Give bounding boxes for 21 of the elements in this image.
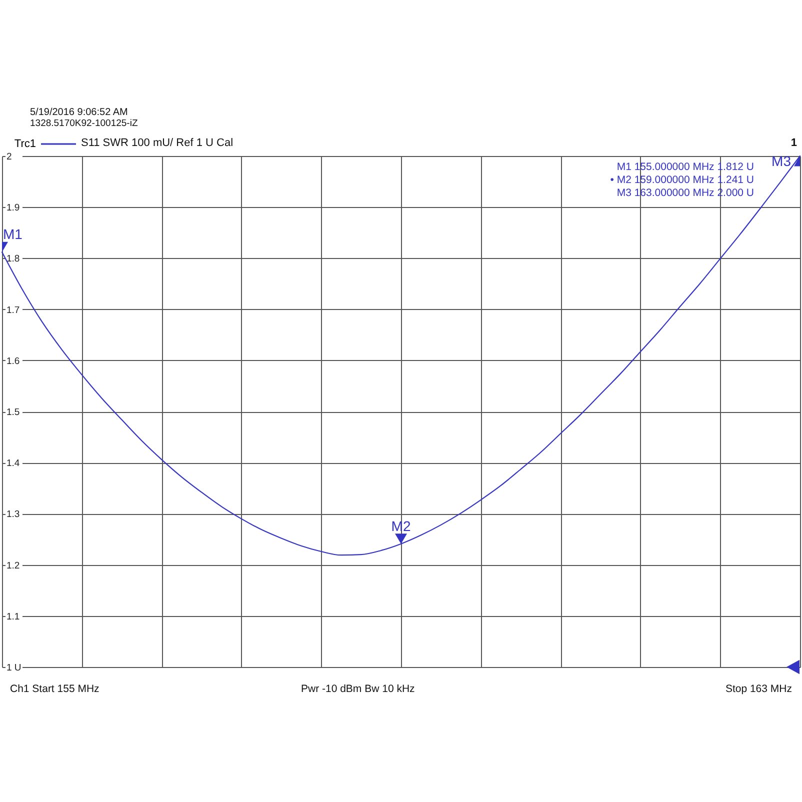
text: Stop 163 MHz xyxy=(725,683,792,695)
y-tick-label: 1.4 xyxy=(6,458,20,470)
y-tick-label: 1.2 xyxy=(6,560,20,572)
y-tick-label: 1.1 xyxy=(6,611,20,622)
annotation: M3 xyxy=(772,153,792,169)
text: Pwr -10 dBm Bw 10 kHz xyxy=(301,683,415,695)
y-tick-label: 1.8 xyxy=(6,254,20,265)
y-tick-label: 1.5 xyxy=(6,407,20,418)
text: S11 SWR 100 mU/ Ref 1 U Cal xyxy=(81,137,234,149)
y-tick-label: 1.3 xyxy=(6,509,20,520)
y-tick-label: 1.9 xyxy=(6,202,20,214)
text: 1328.5170K92-100125-iZ xyxy=(30,118,138,129)
y-tick-label: 1.7 xyxy=(6,304,20,316)
text: 1 xyxy=(790,137,797,149)
y-tick-label: 2 xyxy=(6,152,12,162)
text: Ch1 Start 155 MHz xyxy=(10,683,100,695)
text: 5/19/2016 9:06:52 AM xyxy=(30,107,128,118)
y-tick-label: 1.6 xyxy=(6,356,20,367)
y-tick-label: 1 U xyxy=(6,662,22,674)
annotation: M1 xyxy=(3,226,23,242)
legend-label: Trc1 xyxy=(14,138,36,150)
